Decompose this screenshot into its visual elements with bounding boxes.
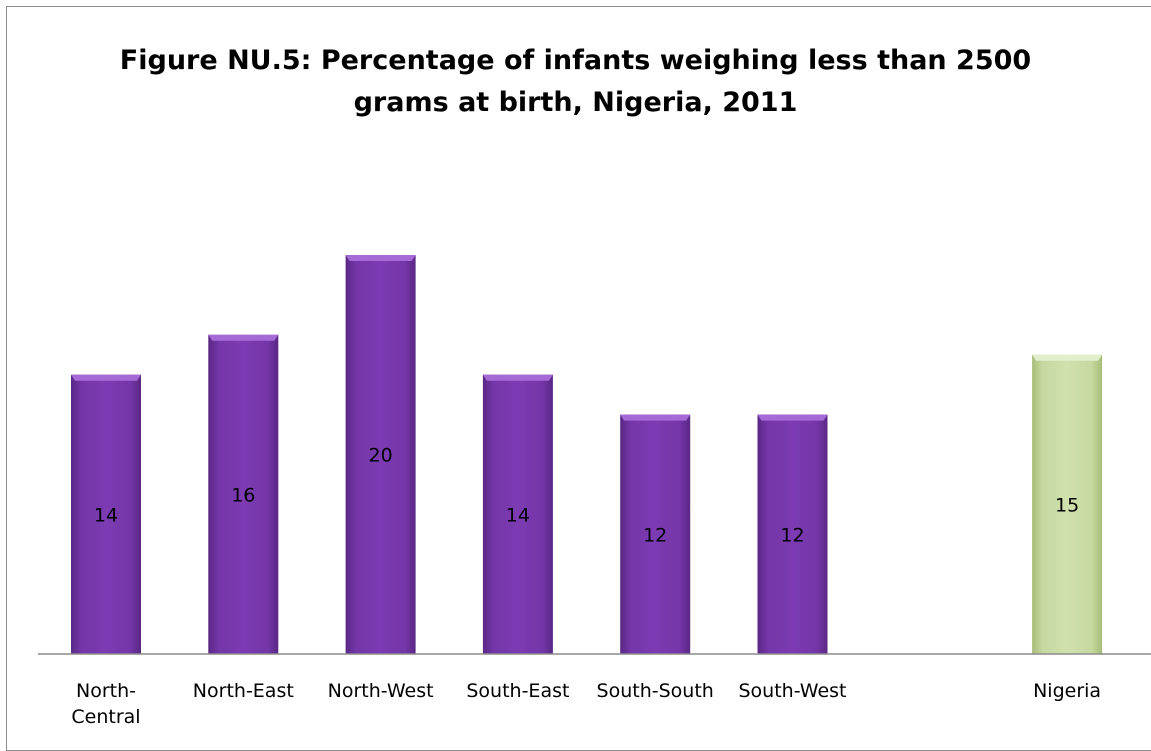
x-tick-label: South-East <box>466 680 569 702</box>
bar-top-bevel <box>208 335 278 341</box>
bar-top-bevel <box>346 255 416 261</box>
bar-top-bevel <box>620 415 690 421</box>
x-tick-label-line: Nigeria <box>1033 680 1101 702</box>
x-tick-label: North-West <box>328 680 434 702</box>
bar-top-bevel <box>758 415 828 421</box>
x-tick-label-line: South-South <box>597 680 714 702</box>
x-tick-label: Nigeria <box>1033 680 1101 702</box>
x-tick-label: South-West <box>738 680 846 702</box>
data-label: 14 <box>94 504 118 526</box>
x-tick-label-line: North-East <box>193 680 294 702</box>
x-tick-label: North- Central <box>71 680 140 728</box>
bar-top-bevel <box>71 375 141 381</box>
x-tick-label-line: North- <box>76 680 136 702</box>
data-label: 15 <box>1055 494 1079 516</box>
data-label: 12 <box>643 524 667 546</box>
data-label: 16 <box>231 484 255 506</box>
data-label: 12 <box>780 524 804 546</box>
bar-top-bevel <box>1032 355 1102 361</box>
x-tick-label-line: South-East <box>466 680 569 702</box>
x-tick-label-line: Central <box>71 706 140 728</box>
bars-layer <box>71 255 1102 654</box>
x-tick-label: North-East <box>193 680 294 702</box>
x-tick-label: South-South <box>597 680 714 702</box>
bar-top-bevel <box>483 375 553 381</box>
data-label: 14 <box>506 504 530 526</box>
x-tick-label-line: North-West <box>328 680 434 702</box>
data-label: 20 <box>369 445 393 467</box>
x-tick-label-line: South-West <box>738 680 846 702</box>
